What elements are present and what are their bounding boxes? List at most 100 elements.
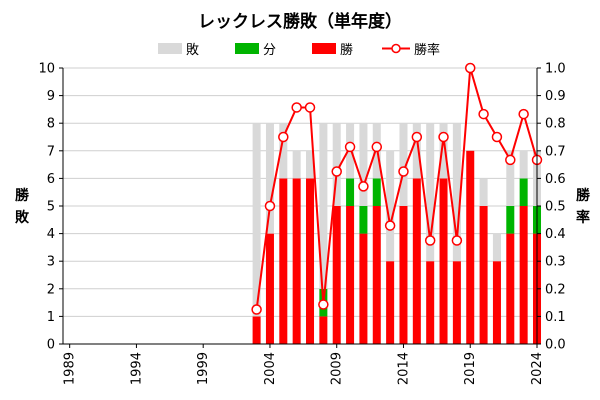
win-rate-point (331, 166, 342, 177)
bar-win (466, 150, 475, 344)
right-axis-tick-label: 0.5 (545, 200, 566, 215)
bars (252, 123, 542, 344)
bar-lose (279, 123, 288, 179)
x-axis-tick-label: 2014 (396, 352, 411, 385)
win-rate-point (344, 141, 356, 153)
x-axis-tick-label: 2019 (463, 352, 478, 385)
right-axis-tick-label: 0.0 (545, 338, 566, 353)
win-rate-point (278, 131, 289, 143)
right-axis-tick-label: 0.6 (545, 172, 566, 187)
right-axis-ticks: 0.0 0.1 0.2 0.3 0.4 0.5 0.6 0.7 0.8 0.9 1.0 (537, 62, 566, 353)
bar-win (492, 261, 501, 344)
win-rate-point (478, 108, 489, 120)
left-axis-tick-label: 5 (47, 200, 55, 215)
x-axis-tick-label: 1989 (63, 352, 78, 385)
win-rate-polyline (255, 67, 538, 310)
bar-win (506, 233, 515, 344)
win-rate-point (438, 131, 449, 143)
bar-lose (479, 178, 488, 206)
bar-win (332, 206, 341, 344)
win-rate-point (518, 108, 529, 120)
bar-draw (372, 178, 381, 206)
win-rate-point (384, 220, 396, 231)
left-axis-tick-label: 2 (47, 282, 55, 297)
right-axis-tick-label: 0.1 (545, 310, 566, 325)
bar-lose (399, 123, 408, 206)
bar-lose (252, 123, 261, 317)
bar-lose (426, 123, 435, 262)
left-axis-tick-label: 10 (38, 62, 55, 77)
left-axis-tick-label: 1 (47, 310, 55, 325)
legend-swatch-win (312, 43, 336, 54)
right-axis-title-char: 勝 (576, 187, 591, 204)
bar-win (426, 261, 435, 344)
x-axis-ticks: 1989 1994 1999 2004 2009 2014 2019 2024 (63, 344, 545, 385)
right-axis-tick-label: 0.8 (545, 117, 566, 132)
left-axis-title-char: 勝 (15, 187, 30, 204)
bar-win (372, 206, 381, 344)
legend-label-win: 勝 (340, 43, 353, 58)
x-axis-tick-label: 2004 (263, 352, 278, 385)
left-axis-tick-label: 3 (47, 255, 55, 270)
left-axis-title-char: 敗 (15, 209, 30, 226)
bar-win (479, 206, 488, 344)
win-rate-point (505, 154, 516, 166)
win-rate-point (318, 299, 329, 310)
bar-win (265, 233, 274, 344)
win-rate-point (358, 181, 369, 192)
bar-lose (359, 123, 368, 206)
right-axis-tick-label: 0.3 (545, 255, 566, 270)
bar-win (439, 178, 448, 344)
bar-win (252, 316, 261, 344)
win-rate-point (371, 141, 383, 153)
bar-win (319, 316, 328, 344)
bar-lose (506, 150, 515, 206)
bar-win (386, 261, 395, 344)
legend-swatch-draw (235, 43, 259, 54)
legend-label-lose: 敗 (186, 43, 199, 58)
bar-win (359, 233, 368, 344)
legend: 敗 分 勝 勝率 (158, 42, 440, 58)
bar-win (279, 178, 288, 344)
left-axis-tick-label: 4 (47, 227, 55, 242)
left-axis-tick-label: 0 (47, 338, 55, 353)
win-rate-point (264, 200, 276, 212)
bar-lose (292, 150, 301, 179)
bar-win (399, 206, 408, 344)
bar-draw (506, 206, 515, 234)
legend-marker-rate (391, 43, 401, 54)
bar-lose (306, 150, 315, 179)
right-axis-title-char: 率 (576, 209, 590, 226)
left-axis-ticks: 0 1 2 3 4 5 6 7 8 9 10 (38, 62, 63, 353)
x-axis-tick-label: 1994 (129, 352, 144, 385)
right-axis-tick-label: 0.4 (545, 227, 566, 242)
win-rate-point (398, 166, 409, 177)
bar-lose (519, 150, 528, 179)
left-axis-tick-label: 7 (47, 144, 55, 159)
right-axis-tick-label: 1.0 (545, 62, 566, 77)
win-rate-point (464, 62, 476, 74)
legend-swatch-lose (158, 43, 182, 54)
bar-win (346, 206, 355, 344)
win-rate-point (251, 304, 262, 315)
bar-draw (346, 178, 355, 206)
right-axis-tick-label: 0.2 (545, 282, 566, 297)
win-rate-point (291, 102, 302, 113)
bar-win (452, 261, 461, 344)
legend-label-draw: 分 (263, 43, 276, 58)
bar-win (519, 206, 528, 344)
left-axis-tick-label: 9 (47, 89, 55, 104)
bar-lose (412, 123, 421, 179)
x-axis-tick-label: 2009 (330, 352, 345, 385)
chart-title: レックレス勝敗（単年度） (198, 11, 402, 32)
bar-lose (265, 123, 274, 234)
bar-draw (519, 178, 528, 206)
legend-label-rate: 勝率 (414, 42, 440, 58)
win-rate-point (491, 131, 503, 143)
bar-lose (452, 123, 461, 262)
x-axis-tick-label: 2024 (530, 352, 545, 385)
left-axis-tick-label: 8 (47, 117, 55, 132)
win-rate-line (251, 62, 543, 315)
